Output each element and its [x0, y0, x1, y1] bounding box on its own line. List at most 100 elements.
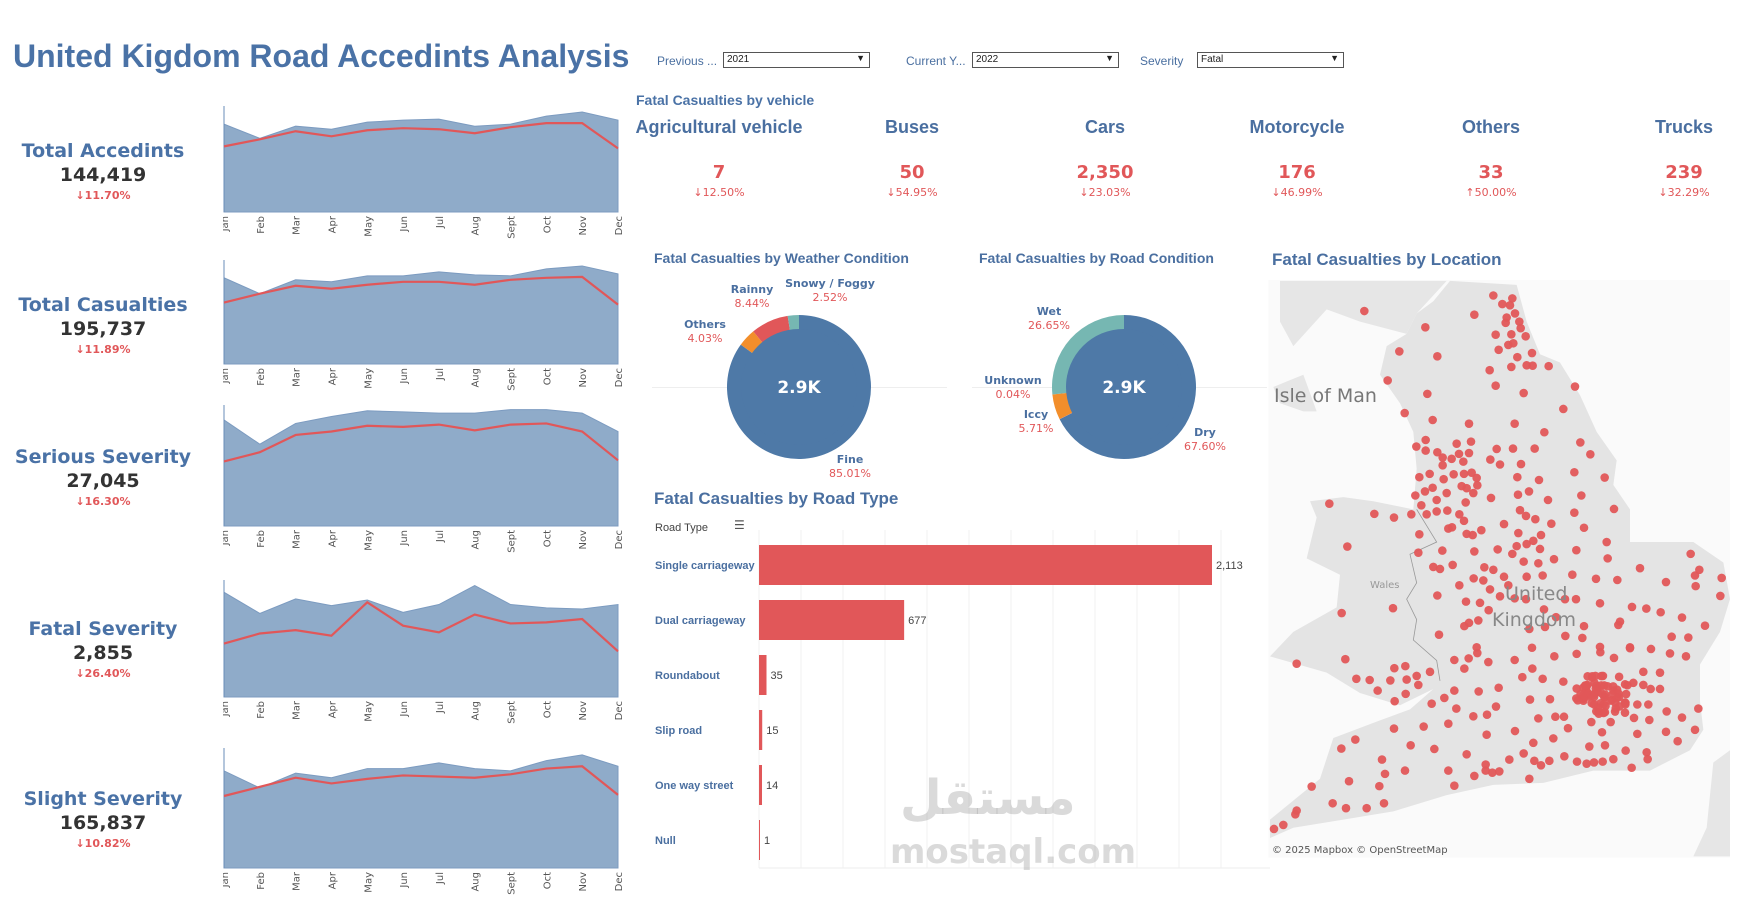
location-point[interactable] [1444, 766, 1453, 775]
location-point[interactable] [1613, 575, 1622, 585]
location-point[interactable] [1370, 509, 1379, 519]
location-point[interactable] [1464, 618, 1474, 628]
location-point[interactable] [1485, 365, 1494, 375]
location-point[interactable] [1412, 671, 1421, 681]
location-point[interactable] [1596, 647, 1605, 657]
location-point[interactable] [1469, 712, 1478, 721]
location-point[interactable] [1572, 649, 1581, 659]
location-point[interactable] [1597, 727, 1607, 737]
location-point[interactable] [1519, 557, 1528, 566]
location-point[interactable] [1603, 554, 1612, 563]
location-point[interactable] [1291, 809, 1300, 819]
location-point[interactable] [1341, 654, 1350, 664]
location-point[interactable] [1522, 539, 1531, 549]
bar[interactable] [759, 820, 760, 860]
location-point[interactable] [1597, 689, 1607, 698]
location-point[interactable] [1432, 507, 1441, 516]
location-point[interactable] [1646, 644, 1656, 654]
location-point[interactable] [1598, 757, 1607, 766]
location-point[interactable] [1515, 317, 1524, 326]
location-point[interactable] [1433, 591, 1442, 600]
donut-slice[interactable] [1059, 412, 1074, 420]
location-point[interactable] [1455, 581, 1464, 590]
location-point[interactable] [1464, 448, 1474, 458]
location-point[interactable] [1365, 675, 1374, 685]
location-point[interactable] [1422, 509, 1431, 519]
location-point[interactable] [1521, 332, 1530, 341]
location-point[interactable] [1580, 681, 1590, 690]
location-point[interactable] [1373, 686, 1382, 695]
location-point[interactable] [1444, 719, 1453, 728]
location-point[interactable] [1352, 674, 1361, 684]
location-point[interactable] [1540, 622, 1550, 632]
location-point[interactable] [1583, 672, 1592, 681]
location-point[interactable] [1454, 449, 1464, 459]
location-point[interactable] [1423, 389, 1432, 399]
bar[interactable] [759, 710, 763, 750]
location-point[interactable] [1579, 690, 1589, 700]
location-point[interactable] [1449, 469, 1458, 479]
location-point[interactable] [1459, 469, 1469, 479]
location-point[interactable] [1477, 525, 1486, 535]
location-point[interactable] [1462, 749, 1471, 759]
location-point[interactable] [1390, 696, 1399, 706]
location-point[interactable] [1686, 549, 1695, 559]
location-point[interactable] [1599, 700, 1608, 709]
location-point[interactable] [1470, 771, 1479, 781]
location-point[interactable] [1576, 438, 1585, 447]
location-point[interactable] [1407, 509, 1416, 519]
location-point[interactable] [1479, 576, 1488, 585]
location-point[interactable] [1386, 676, 1395, 685]
location-point[interactable] [1459, 516, 1469, 526]
location-point[interactable] [1433, 352, 1442, 361]
sort-icon[interactable]: ☰ [734, 518, 745, 532]
location-point[interactable] [1600, 473, 1609, 482]
location-point[interactable] [1549, 734, 1558, 743]
location-point[interactable] [1570, 508, 1579, 517]
location-point[interactable] [1452, 704, 1461, 713]
location-point[interactable] [1677, 713, 1687, 722]
location-point[interactable] [1544, 361, 1553, 371]
location-point[interactable] [1694, 704, 1703, 713]
location-point[interactable] [1559, 677, 1568, 686]
location-point[interactable] [1510, 655, 1519, 665]
location-point[interactable] [1472, 473, 1481, 483]
location-point[interactable] [1614, 620, 1623, 630]
location-point[interactable] [1388, 603, 1398, 613]
location-point[interactable] [1383, 376, 1392, 385]
location-point[interactable] [1527, 348, 1537, 358]
location-point[interactable] [1269, 824, 1279, 834]
severity-dropdown[interactable]: Fatal ▼ [1197, 52, 1344, 68]
location-point[interactable] [1491, 702, 1501, 711]
location-point[interactable] [1433, 447, 1442, 457]
location-point[interactable] [1572, 757, 1582, 766]
location-point[interactable] [1415, 529, 1424, 539]
location-point[interactable] [1472, 643, 1481, 652]
location-point[interactable] [1419, 722, 1428, 731]
location-point[interactable] [1498, 299, 1507, 309]
location-point[interactable] [1690, 571, 1700, 580]
location-point[interactable] [1612, 693, 1622, 703]
location-point[interactable] [1402, 675, 1411, 684]
location-point[interactable] [1513, 472, 1522, 482]
location-point[interactable] [1452, 439, 1461, 448]
location-point[interactable] [1538, 674, 1547, 684]
location-point[interactable] [1435, 564, 1445, 574]
location-point[interactable] [1518, 672, 1527, 682]
location-point[interactable] [1620, 680, 1630, 689]
location-point[interactable] [1570, 382, 1580, 391]
location-point[interactable] [1343, 542, 1352, 551]
previous-year-dropdown[interactable]: 2021 ▼ [723, 52, 870, 68]
location-point[interactable] [1519, 749, 1528, 758]
location-point[interactable] [1700, 621, 1710, 631]
location-point[interactable] [1625, 643, 1635, 653]
location-point[interactable] [1493, 545, 1502, 554]
location-point[interactable] [1561, 631, 1570, 641]
location-point[interactable] [1578, 633, 1587, 643]
location-point[interactable] [1559, 404, 1568, 414]
location-point[interactable] [1586, 449, 1595, 459]
location-point[interactable] [1639, 680, 1648, 690]
donut-slice[interactable] [753, 315, 791, 343]
location-point[interactable] [1508, 294, 1517, 303]
location-point[interactable] [1521, 594, 1531, 604]
